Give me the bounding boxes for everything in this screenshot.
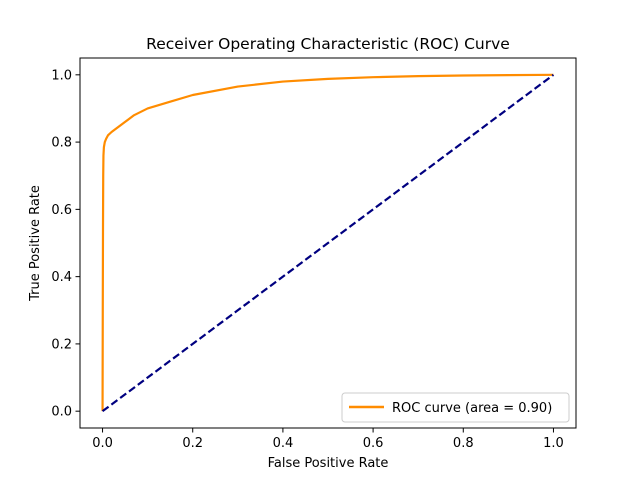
y-tick-label: 0.2 bbox=[51, 337, 72, 352]
y-tick-label: 0.8 bbox=[51, 136, 72, 151]
y-axis-label: True Positive Rate bbox=[28, 185, 43, 302]
y-tick-label: 0.0 bbox=[51, 405, 72, 420]
series-layer bbox=[101, 73, 555, 413]
series-line-roc-curve bbox=[101, 73, 554, 412]
y-tick-label: 1.0 bbox=[51, 68, 72, 83]
x-tick-label: 0.0 bbox=[92, 436, 113, 451]
legend-box bbox=[341, 392, 570, 423]
axes-frame bbox=[79, 57, 577, 429]
plot-area bbox=[79, 57, 577, 429]
y-axis-ticks: 0.0 0.2 0.4 0.6 0.8 1.0 bbox=[51, 68, 80, 420]
x-tick-label: 1.0 bbox=[543, 436, 564, 451]
x-axis-label: False Positive Rate bbox=[268, 456, 389, 471]
series-line-chance-diagonal bbox=[101, 73, 555, 413]
y-tick-label: 0.4 bbox=[51, 270, 72, 285]
x-tick-label: 0.2 bbox=[182, 436, 203, 451]
x-tick-label: 0.4 bbox=[273, 436, 294, 451]
chart-title: Receiver Operating Characteristic (ROC) … bbox=[146, 35, 510, 53]
x-tick-label: 0.8 bbox=[453, 436, 474, 451]
y-tick-label: 0.6 bbox=[51, 203, 72, 218]
x-axis-ticks: 0.0 0.2 0.4 0.6 0.8 1.0 bbox=[92, 428, 564, 451]
x-tick-label: 0.6 bbox=[363, 436, 384, 451]
legend-label-roc-curve: ROC curve (area = 0.90) bbox=[392, 401, 552, 416]
legend: ROC curve (area = 0.90) bbox=[341, 392, 570, 423]
